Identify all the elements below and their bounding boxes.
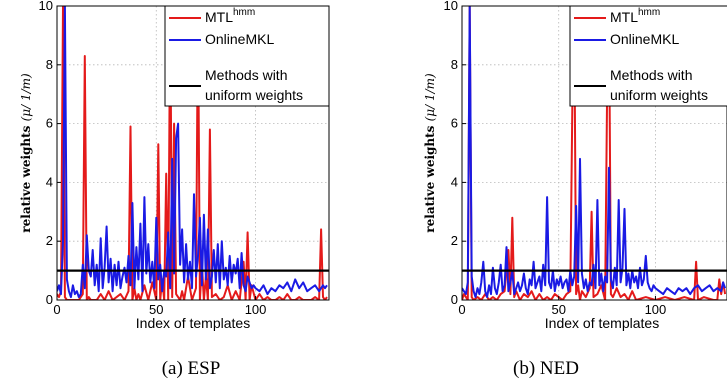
legend-label: Methods with [610, 67, 692, 83]
y-tick-label: 4 [46, 174, 53, 189]
y-axis-label: relative weights (μ/ 1/m) [423, 73, 437, 233]
x-tick-label: 100 [645, 302, 667, 317]
panel-caption: (a) ESP [162, 358, 221, 379]
y-tick-label: 6 [46, 116, 53, 131]
legend-box [569, 5, 727, 107]
x-tick-label: 50 [551, 302, 565, 317]
y-tick-label: 10 [39, 0, 53, 13]
legend-label: OnlineMKL [610, 31, 679, 47]
legend-label: uniform weights [610, 87, 708, 103]
legend-label-superscript: hmm [233, 7, 255, 18]
y-axis-label-text: relative weights [423, 121, 437, 232]
x-tick-label: 50 [149, 302, 163, 317]
legend-label: uniform weights [205, 87, 303, 103]
y-tick-label: 8 [46, 57, 53, 72]
x-tick-label: 0 [458, 302, 465, 317]
y-axis-label-math: (μ/ 1/m) [423, 73, 437, 121]
x-axis-label: Index of templates [136, 315, 250, 331]
x-tick-label: 100 [245, 302, 267, 317]
legend: MTLhmm OnlineMKL Methods with uniform weigh… [164, 5, 330, 107]
y-tick-label: 6 [451, 116, 458, 131]
legend-label: MTLhmm [205, 7, 255, 25]
y-tick-label: 2 [46, 233, 53, 248]
series-line-onlinemkl [57, 6, 328, 299]
y-axis-label-text: relative weights [19, 121, 33, 232]
y-axis-label-math: (μ/ 1/m) [19, 73, 33, 121]
chart-panel-2: 0 50 100 0 2 4 6 8 10 Index of templates relative … [423, 0, 727, 379]
legend-label-superscript: hmm [638, 7, 660, 18]
x-axis-label: Index of templates [545, 315, 659, 331]
series-line-mtl-hmm [57, 6, 328, 300]
y-tick-label: 0 [451, 292, 458, 307]
legend-label: Methods with [205, 67, 287, 83]
y-tick-label: 2 [451, 233, 458, 248]
panel-caption: (b) NED [513, 358, 579, 379]
series-line-onlinemkl [462, 6, 727, 299]
y-tick-label: 4 [451, 174, 458, 189]
y-tick-label: 8 [451, 57, 458, 72]
y-tick-label: 10 [444, 0, 458, 13]
y-tick-label: 0 [46, 292, 53, 307]
legend: MTLhmm OnlineMKL Methods with uniform weigh… [569, 5, 727, 107]
series-lines [57, 6, 329, 300]
legend-label: MTLhmm [610, 7, 660, 25]
chart-panel-1: 0 50 100 0 2 4 6 8 10 Index of templates relative … [19, 0, 330, 379]
x-tick-label: 0 [53, 302, 60, 317]
legend-label: OnlineMKL [205, 31, 274, 47]
legend-box [164, 5, 330, 107]
y-axis-label: relative weights (μ/ 1/m) [19, 73, 33, 233]
